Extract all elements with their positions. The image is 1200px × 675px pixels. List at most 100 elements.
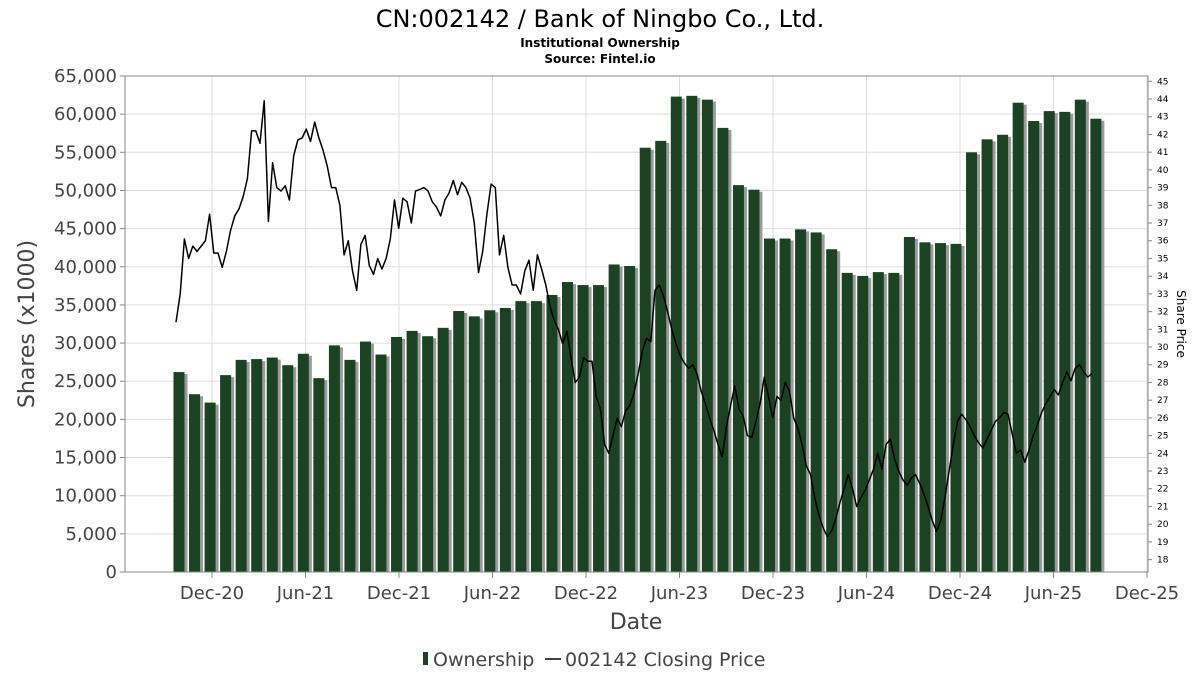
ownership-bars [173,95,1105,573]
y-tick-label: 10,000 [54,486,117,507]
ownership-bar [173,372,185,572]
y-tick-label: 0 [106,562,117,583]
y2-tick-label: 32 [1157,308,1168,318]
x-tick-label: Jun-24 [837,583,896,604]
x-tick-label: Dec-25 [1115,583,1179,604]
x-tick-label: Dec-23 [741,583,805,604]
y2-tick-label: 37 [1157,219,1168,229]
ownership-bar [235,359,247,572]
ownership-bar [872,272,884,572]
y2-tick-label: 22 [1157,485,1168,495]
ownership-bar [189,394,201,572]
ownership-bar [903,237,915,573]
y2-axis-ticks: 18 19 20 21 22 23 24 25 26 27 28 29 30 31 32 33 34 35 36 37… [1148,77,1169,566]
y-tick-label: 30,000 [54,333,117,354]
y-tick-label: 5,000 [65,524,117,545]
x-tick-label: Jun-25 [1024,583,1083,604]
ownership-bar [670,96,682,572]
y2-tick-label: 27 [1157,396,1168,406]
ownership-bar [608,264,620,572]
ownership-bar [266,357,278,572]
ownership-bar [1028,121,1040,572]
x-tick-label: Jun-22 [463,583,522,604]
legend-price-label: 002142 Closing Price [565,649,765,671]
ownership-bar [406,330,418,572]
ownership-bar [530,301,542,572]
ownership-bar [515,301,527,572]
ownership-bar [826,249,838,573]
ownership-bar [1074,99,1086,572]
y2-tick-label: 43 [1157,113,1168,123]
y-tick-label: 60,000 [54,104,117,125]
y-tick-label: 65,000 [54,66,117,87]
ownership-bar [779,238,791,572]
ownership-bar [282,365,294,572]
y2-tick-label: 33 [1157,290,1168,300]
y2-tick-label: 18 [1157,556,1169,566]
legend: Ownership 002142 Closing Price [423,649,765,671]
ownership-bar [950,243,962,572]
y2-tick-label: 45 [1157,77,1168,87]
y2-tick-label: 41 [1157,148,1168,158]
y2-tick-label: 23 [1157,467,1168,477]
ownership-bar [577,285,589,572]
ownership-bar [204,402,216,572]
chart-subtitle: Institutional Ownership [520,36,680,50]
ownership-bar [359,341,371,572]
ownership-bar [717,127,729,573]
x-tick-label: Jun-21 [276,583,335,604]
ownership-bar [453,311,465,572]
ownership-bar [422,336,434,572]
ownership-bar [328,345,340,572]
ownership-bar [919,242,931,572]
x-tick-label: Dec-22 [554,583,618,604]
legend-ownership-swatch [423,652,428,665]
ownership-bar [1012,102,1024,572]
x-axis-label: Date [610,610,663,635]
y-axis-label: Shares (x1000) [15,240,40,408]
ownership-bar [297,353,309,572]
ownership-bar [546,295,558,572]
y2-tick-label: 42 [1157,130,1168,140]
ownership-bar [841,272,853,572]
y-tick-label: 50,000 [54,180,117,201]
y2-tick-label: 39 [1157,184,1169,194]
y2-tick-label: 36 [1157,237,1169,247]
ownership-bar [344,359,356,572]
chart-title: CN:002142 / Bank of Ningbo Co., Ltd. [376,5,825,33]
ownership-bar [795,229,807,572]
y2-tick-label: 24 [1157,449,1169,459]
y2-tick-label: 25 [1157,432,1168,442]
y2-tick-label: 31 [1157,325,1168,335]
y2-tick-label: 38 [1157,201,1169,211]
ownership-bar [375,354,387,572]
y-tick-label: 45,000 [54,219,117,240]
ownership-bar [437,327,449,572]
y2-tick-label: 19 [1157,538,1169,548]
ownership-bar [810,232,822,572]
y-tick-label: 20,000 [54,409,117,430]
ownership-bar [981,139,993,572]
ownership-bar [391,336,403,572]
ownership-bar [313,378,325,572]
y2-tick-label: 40 [1157,166,1169,176]
y2-tick-label: 26 [1157,414,1169,424]
ownership-bar [934,243,946,573]
y-tick-label: 25,000 [54,371,117,392]
ownership-bar [732,185,744,572]
ownership-bar [748,189,760,572]
y2-tick-label: 21 [1157,502,1168,512]
ownership-bar [251,359,263,572]
ownership-bar [1090,118,1102,573]
ownership-bar [484,310,496,572]
ownership-bar [888,272,900,572]
y2-tick-label: 29 [1157,361,1169,371]
y-tick-label: 35,000 [54,295,117,316]
y-tick-label: 55,000 [54,142,117,163]
ownership-bar [997,134,1009,572]
x-tick-label: Jun-23 [650,583,709,604]
price-line [175,100,1093,538]
ownership-bar [966,152,978,573]
ownership-bar [562,282,573,572]
